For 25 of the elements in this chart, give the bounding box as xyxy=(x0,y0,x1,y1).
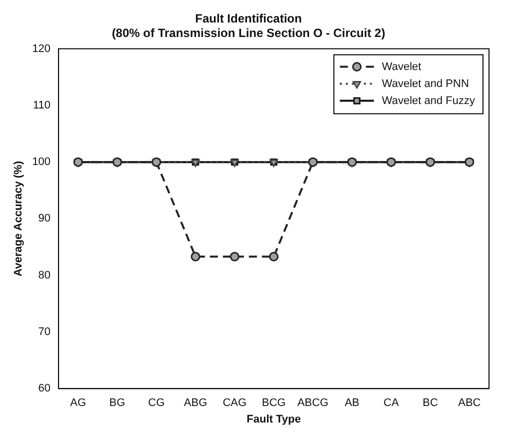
y-tick-label: 70 xyxy=(38,326,51,338)
y-tick-label: 80 xyxy=(38,269,51,282)
y-tick-label: 90 xyxy=(38,212,51,225)
x-axis-title: Fault Type xyxy=(246,413,301,426)
x-tick-label: ABG xyxy=(184,397,208,410)
x-tick-label: BC xyxy=(422,397,438,410)
legend-label: Wavelet and PNN xyxy=(382,78,469,90)
x-tick-label: CG xyxy=(148,397,165,410)
y-tick-label: 110 xyxy=(33,99,51,112)
x-tick-label: AB xyxy=(344,397,360,410)
x-tick-label: BG xyxy=(109,397,126,410)
x-tick-label: ABC xyxy=(458,397,481,410)
legend-label: Wavelet and Fuzzy xyxy=(382,94,476,107)
y-tick-label: 100 xyxy=(32,156,51,168)
chart-subtitle: (80% of Transmission Line Section O - Circuit 2) xyxy=(112,26,386,40)
x-tick-label: CAG xyxy=(222,397,247,410)
x-tick-label: ABCG xyxy=(297,397,328,410)
y-tick-label: 60 xyxy=(38,382,51,395)
x-tick-label: CA xyxy=(384,397,400,410)
x-tick-label: BCG xyxy=(262,397,286,410)
x-tick-label: AG xyxy=(70,397,86,410)
y-axis-title: Average Accuracy (%) xyxy=(12,160,25,276)
chart-title: Fault Identification xyxy=(195,12,302,26)
y-tick-label: 120 xyxy=(32,42,51,55)
legend-label: Wavelet xyxy=(382,60,422,73)
